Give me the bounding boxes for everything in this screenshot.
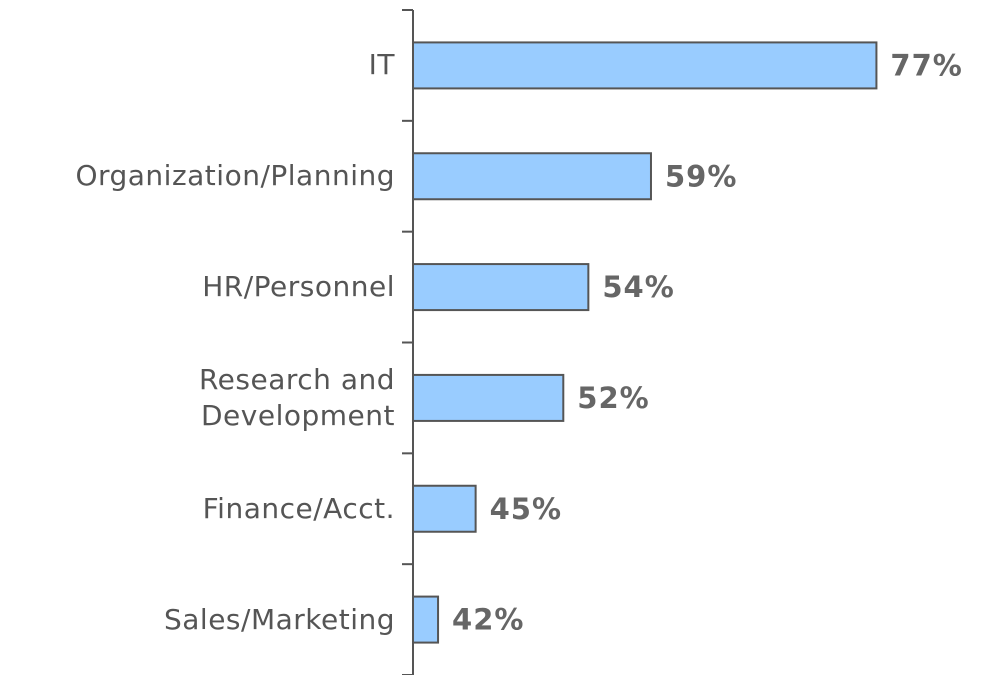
category-label: Research and Development bbox=[198, 362, 395, 432]
category-label: IT bbox=[368, 48, 395, 82]
category-label: Finance/Acct. bbox=[202, 491, 395, 525]
value-label: 42% bbox=[452, 603, 524, 637]
bar bbox=[412, 595, 440, 644]
bar bbox=[412, 263, 590, 312]
category-label: Organization/Planning bbox=[75, 159, 395, 193]
bar bbox=[412, 41, 878, 90]
value-label: 45% bbox=[490, 492, 562, 526]
value-label: 59% bbox=[665, 159, 737, 193]
bar bbox=[412, 373, 565, 422]
category-label: HR/Personnel bbox=[202, 270, 395, 304]
category-label: Sales/Marketing bbox=[163, 602, 395, 636]
value-label: 77% bbox=[890, 48, 962, 82]
bar bbox=[412, 484, 477, 533]
value-label: 54% bbox=[602, 270, 674, 304]
value-label: 52% bbox=[577, 381, 649, 415]
bar bbox=[412, 152, 652, 201]
